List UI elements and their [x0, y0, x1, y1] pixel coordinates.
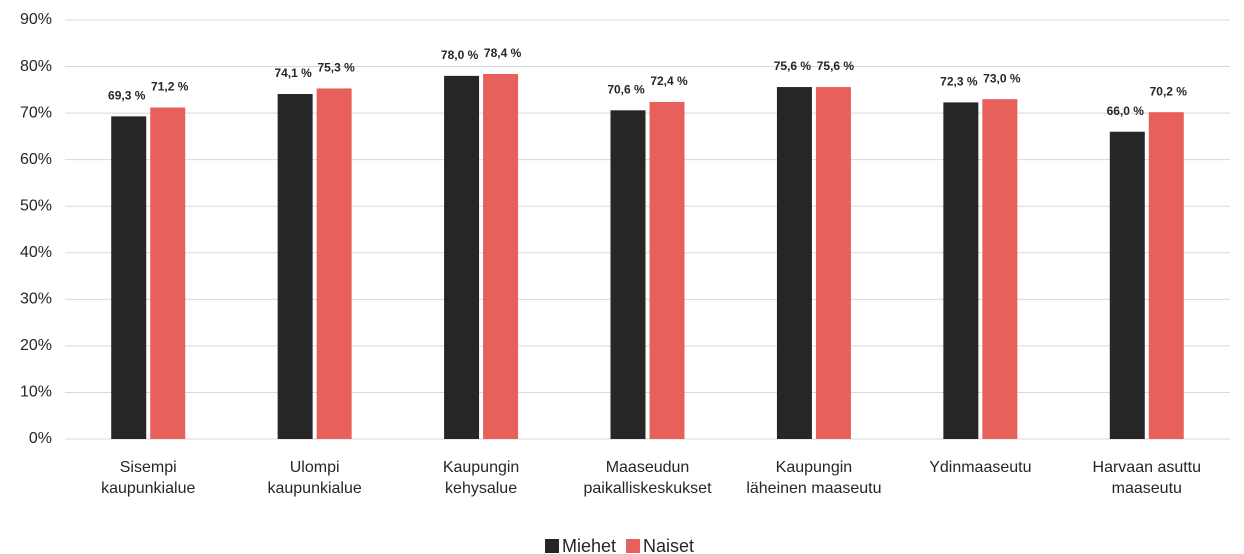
bar	[111, 116, 147, 440]
y-tick-label: 80%	[20, 58, 52, 75]
bar	[815, 87, 851, 439]
value-label: 71,2 %	[151, 80, 189, 94]
value-label: 78,4 %	[484, 46, 522, 60]
x-tick-label: Kaupungin läheinen maaseutu	[746, 459, 881, 497]
value-label: 70,2 %	[1150, 84, 1188, 98]
y-tick-label: 70%	[20, 104, 52, 121]
bar	[316, 88, 352, 439]
y-tick-label: 60%	[20, 151, 52, 168]
x-tick-label: Ydinmaaseutu	[929, 459, 1031, 476]
value-label: 70,6 %	[607, 82, 645, 96]
value-label: 69,3 %	[108, 89, 146, 103]
x-tick-label: Harvaan asuttu maaseutu	[1093, 459, 1202, 497]
bar	[649, 101, 685, 439]
bar	[483, 74, 519, 439]
value-label: 75,3 %	[317, 61, 355, 75]
legend-label: Miehet	[562, 536, 616, 554]
legend-label: Naiset	[643, 536, 694, 554]
value-label: 75,6 %	[817, 59, 855, 73]
y-tick-label: 10%	[20, 384, 52, 401]
bar	[1109, 131, 1145, 439]
value-label: 78,0 %	[441, 48, 479, 62]
y-tick-label: 0%	[29, 430, 52, 447]
value-label: 75,6 %	[774, 59, 812, 73]
y-tick-label: 40%	[20, 244, 52, 261]
x-tick-label: Maaseudun paikalliskeskukset	[583, 459, 712, 497]
bar	[982, 99, 1018, 440]
value-label: 72,4 %	[650, 74, 688, 88]
bar	[277, 94, 313, 440]
value-label: 74,1 %	[274, 66, 312, 80]
y-tick-label: 50%	[20, 197, 52, 214]
value-label: 72,3 %	[940, 75, 978, 89]
value-label: 73,0 %	[983, 71, 1021, 85]
x-tick-label: Kaupungin kehysalue	[443, 459, 520, 497]
bar	[150, 107, 186, 439]
bar	[776, 87, 812, 439]
y-tick-label: 20%	[20, 337, 52, 354]
bar	[943, 102, 979, 440]
legend-swatch	[626, 539, 641, 553]
y-tick-label: 90%	[20, 11, 52, 28]
bar	[610, 110, 646, 439]
bar	[444, 75, 480, 439]
bar	[1148, 112, 1184, 440]
y-tick-label: 30%	[20, 291, 52, 308]
x-tick-label: Sisempi kaupunkialue	[101, 459, 195, 497]
legend-swatch	[545, 539, 559, 553]
value-label: 66,0 %	[1107, 104, 1145, 118]
x-tick-label: Ulompi kaupunkialue	[267, 459, 361, 497]
